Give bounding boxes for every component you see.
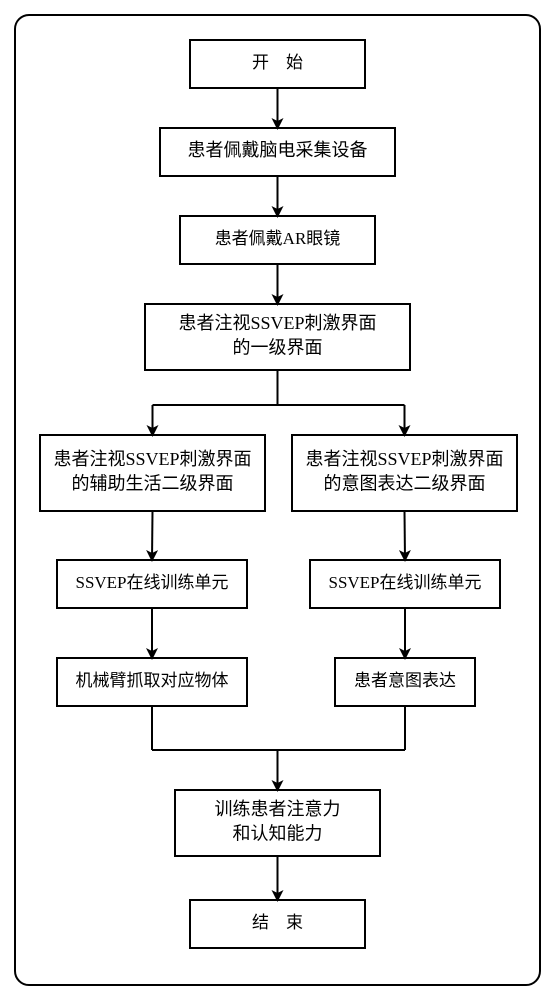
flowchart: 开 始患者佩戴脑电采集设备患者佩戴AR眼镜患者注视SSVEP刺激界面的一级界面患… xyxy=(0,0,555,1000)
node-leftA-label-1: 的辅助生活二级界面 xyxy=(72,473,234,493)
node-rightB-label-0: SSVEP在线训练单元 xyxy=(328,573,481,592)
node-eeg-label-0: 患者佩戴脑电采集设备 xyxy=(188,140,368,160)
node-rightA-label-0: 患者注视SSVEP刺激界面 xyxy=(305,449,503,469)
node-ar-label-0: 患者佩戴AR眼镜 xyxy=(215,229,341,248)
node-leftC-label-0: 机械臂抓取对应物体 xyxy=(76,671,229,690)
arrow-rightA-rightB xyxy=(405,511,406,560)
node-train-label-0: 训练患者注意力 xyxy=(215,799,341,819)
node-leftB-label-0: SSVEP在线训练单元 xyxy=(75,573,228,592)
node-end-label-0: 结 束 xyxy=(252,913,303,932)
node-start-label-0: 开 始 xyxy=(252,53,303,72)
node-leftA-label-0: 患者注视SSVEP刺激界面 xyxy=(53,449,251,469)
arrow-leftA-leftB xyxy=(152,511,153,560)
node-lvl1-label-0: 患者注视SSVEP刺激界面 xyxy=(178,313,376,333)
node-lvl1-label-1: 的一级界面 xyxy=(233,337,323,357)
node-rightC-label-0: 患者意图表达 xyxy=(354,671,456,690)
node-rightA-label-1: 的意图表达二级界面 xyxy=(324,473,486,493)
node-train-label-1: 和认知能力 xyxy=(233,823,323,843)
